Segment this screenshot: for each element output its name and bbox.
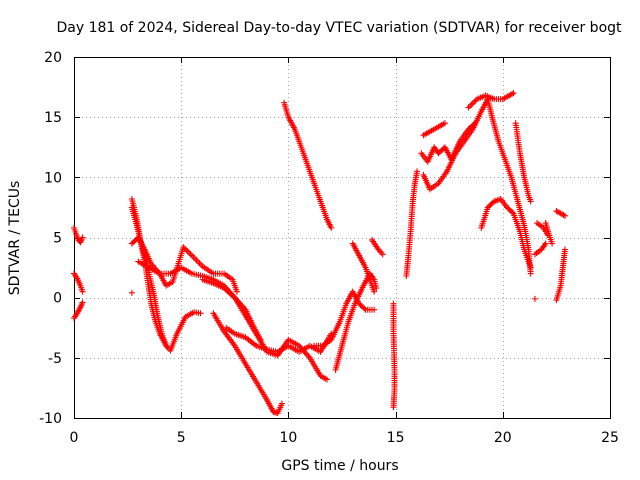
- data-point: [328, 224, 335, 231]
- series-seg-v: [465, 90, 517, 111]
- data-point: [128, 289, 135, 296]
- data-point: [190, 254, 197, 261]
- data-point: [465, 104, 472, 111]
- y-tick-label: 20: [44, 50, 62, 66]
- data-point: [509, 209, 516, 216]
- data-point: [187, 251, 194, 258]
- data-point: [196, 260, 203, 267]
- data-point: [197, 310, 204, 317]
- x-axis-label: GPS time / hours: [281, 458, 398, 474]
- series-seg-a: [71, 224, 86, 246]
- series-seg-r: [403, 168, 421, 280]
- series-seg-ac: [553, 208, 568, 219]
- series-seg-t: [420, 120, 448, 139]
- data-point: [79, 299, 86, 306]
- series-seg-u: [420, 96, 534, 277]
- x-tick-label: 20: [494, 430, 512, 446]
- data-point: [469, 100, 476, 107]
- data-point: [471, 98, 478, 105]
- data-point: [561, 212, 568, 219]
- data-point: [390, 404, 397, 411]
- y-tick-label: 15: [44, 110, 62, 126]
- data-point: [441, 120, 448, 127]
- data-point: [468, 101, 475, 108]
- x-tick-label: 15: [387, 430, 405, 446]
- data-point: [191, 255, 198, 262]
- series-seg-p: [369, 236, 386, 258]
- series-seg-i: [199, 276, 330, 383]
- series-seg-ab: [542, 220, 556, 247]
- data-point: [466, 103, 473, 110]
- data-point: [472, 97, 479, 104]
- data-point: [195, 258, 202, 265]
- series-seg-b: [71, 270, 86, 295]
- x-tick-label: 10: [279, 430, 297, 446]
- series-seg-f: [128, 234, 240, 295]
- series-seg-y: [531, 295, 538, 302]
- data-point: [181, 245, 188, 252]
- data-point: [414, 168, 421, 175]
- data-point: [510, 90, 517, 97]
- series-seg-x: [512, 120, 534, 205]
- series-seg-g: [128, 204, 170, 349]
- series-seg-j: [223, 324, 335, 355]
- series-seg-s: [418, 120, 478, 165]
- data-point: [560, 212, 567, 219]
- data-point: [79, 288, 86, 295]
- series-seg-o: [349, 240, 378, 295]
- data-point: [379, 251, 386, 258]
- data-point: [531, 295, 538, 302]
- data-point: [549, 240, 556, 247]
- data-point: [188, 252, 195, 259]
- data-point: [542, 240, 549, 247]
- data-point: [180, 244, 187, 251]
- data-point: [163, 342, 170, 349]
- x-tick-label: 5: [177, 430, 186, 446]
- data-points: [71, 90, 568, 417]
- grid-lines: [74, 57, 610, 418]
- data-point: [198, 261, 205, 268]
- series-seg-n: [332, 270, 380, 373]
- data-point: [186, 249, 193, 256]
- data-point: [371, 306, 378, 313]
- y-tick-label: 5: [53, 231, 62, 247]
- x-tick-label: 25: [601, 430, 619, 446]
- data-point: [193, 257, 200, 264]
- data-point: [561, 246, 568, 253]
- series-seg-z: [531, 240, 549, 258]
- data-point: [509, 90, 516, 97]
- data-point: [371, 288, 378, 295]
- series-seg-d: [128, 289, 135, 296]
- y-tick-label: -10: [39, 411, 62, 427]
- series-seg-l: [281, 99, 335, 231]
- data-point: [79, 234, 86, 241]
- data-point: [527, 270, 534, 277]
- data-point: [527, 264, 534, 271]
- x-tick-label: 0: [70, 430, 79, 446]
- data-point: [323, 376, 330, 383]
- y-axis-label: SDTVAR / TECUs: [7, 181, 23, 296]
- data-point: [233, 288, 240, 295]
- y-tick-label: 0: [53, 291, 62, 307]
- y-tick-label: -5: [48, 351, 62, 367]
- data-point: [278, 400, 285, 407]
- series-seg-q: [390, 300, 398, 411]
- y-tick-label: 10: [44, 170, 62, 186]
- series-seg-k: [210, 310, 285, 417]
- data-point: [361, 305, 368, 312]
- chart-title: Day 181 of 2024, Sidereal Day-to-day VTE…: [56, 20, 622, 36]
- data-point: [184, 248, 191, 255]
- data-point: [183, 246, 190, 253]
- data-point: [304, 351, 311, 358]
- series-seg-ad: [553, 246, 568, 304]
- data-point: [527, 198, 534, 205]
- series-seg-c: [71, 299, 86, 322]
- axis-ticks: 0 5 10 15 20 25 -10 -5 0 5 10 15 20: [39, 50, 619, 446]
- series-seg-w: [478, 195, 534, 271]
